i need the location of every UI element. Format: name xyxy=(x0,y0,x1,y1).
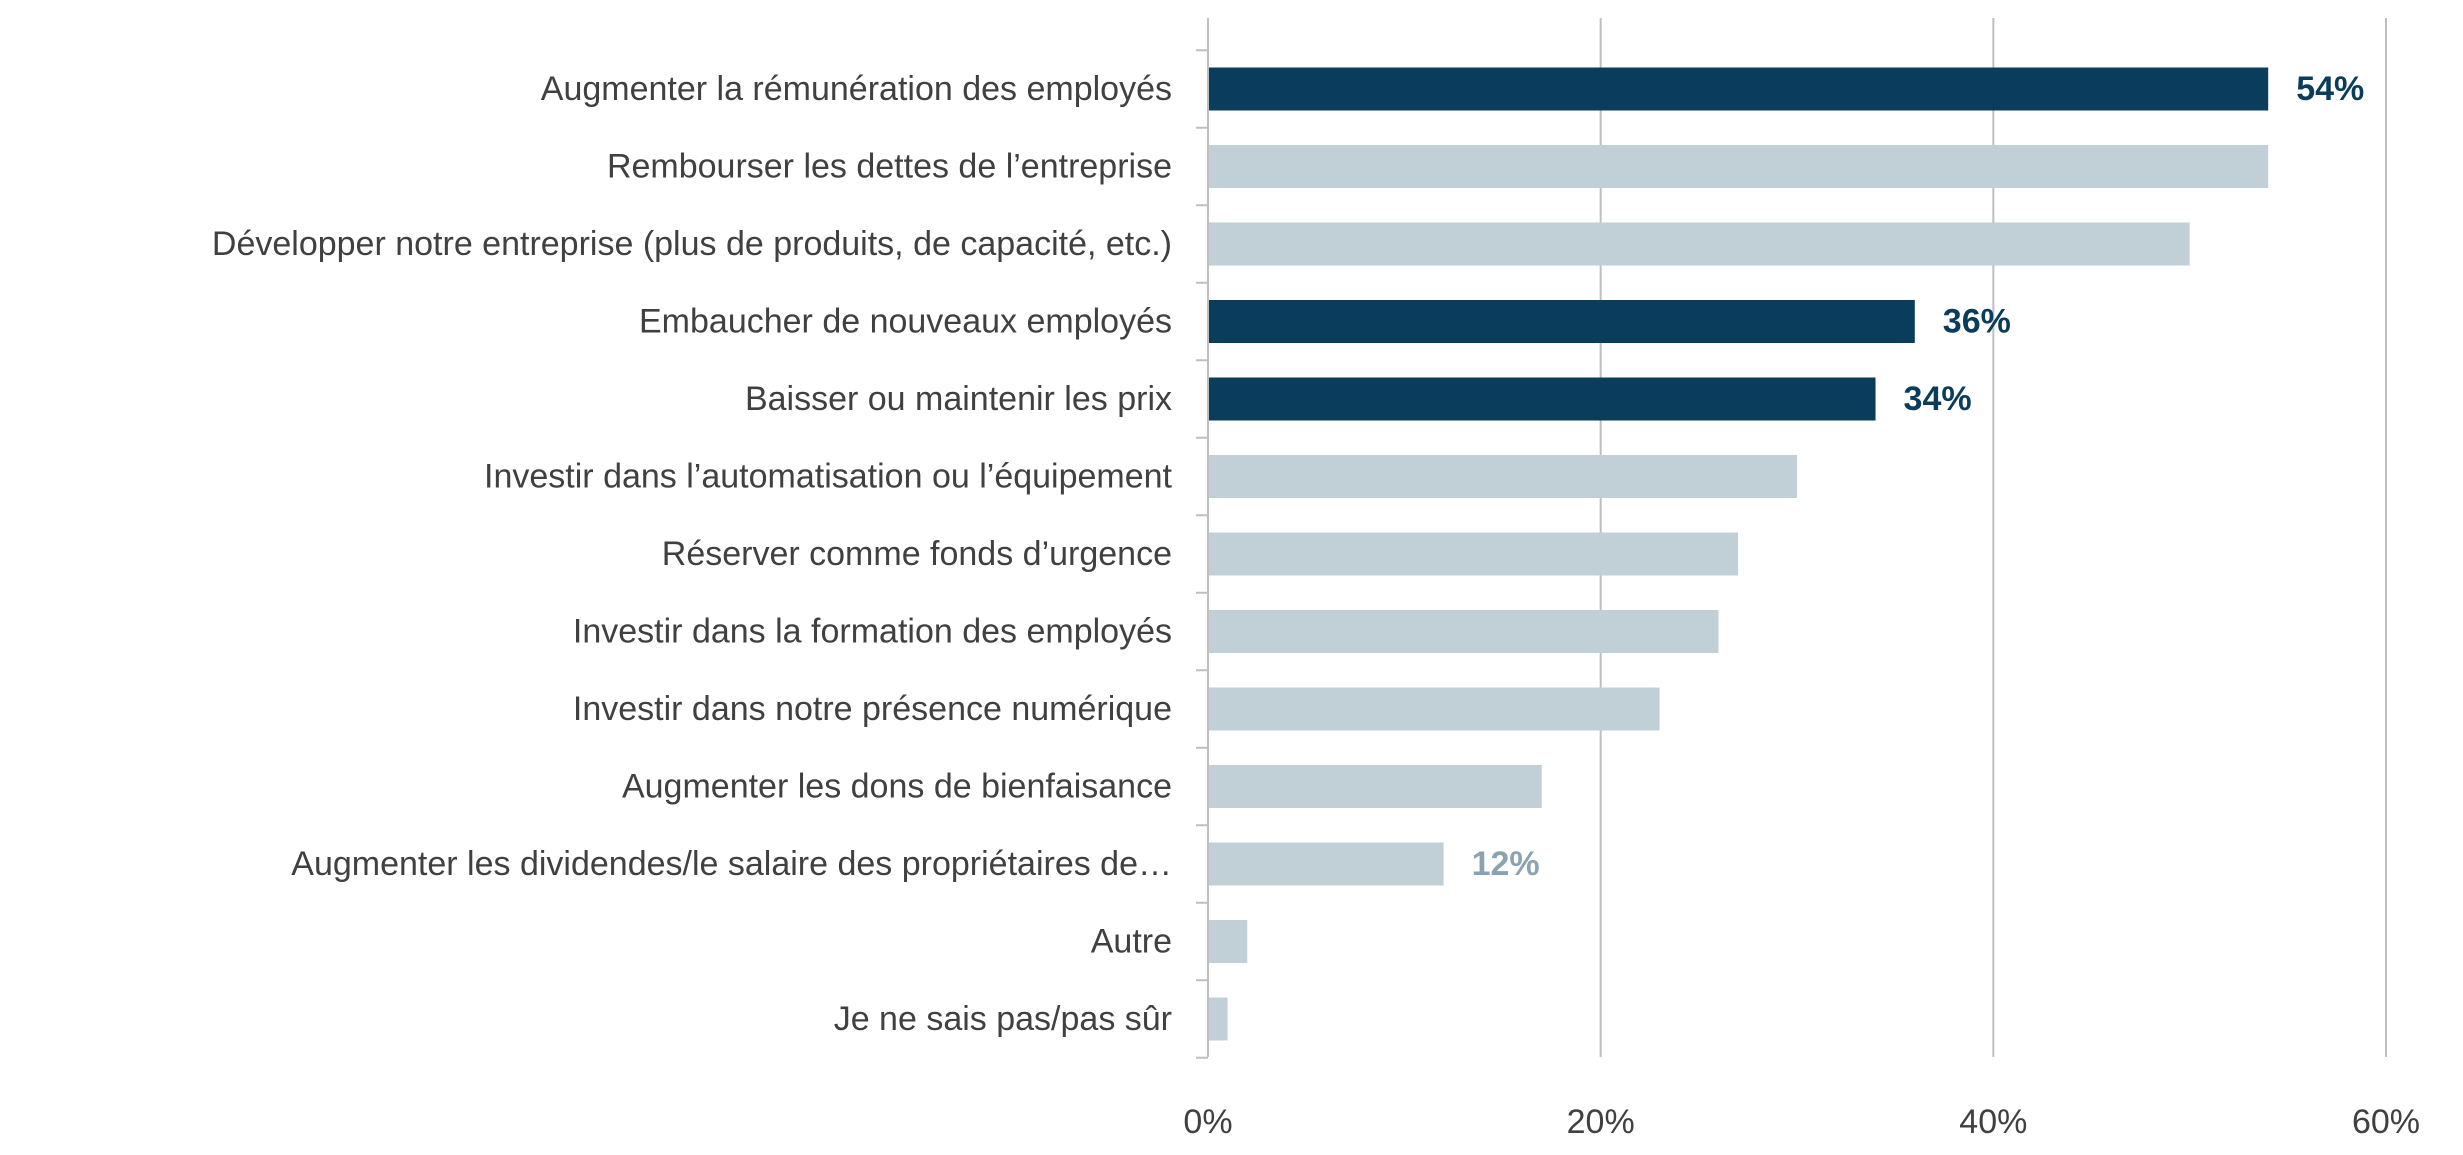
category-label-10: Augmenter les dons de bienfaisance xyxy=(622,768,1172,806)
x-tick-label-60: 60% xyxy=(2352,1103,2420,1141)
bar-9 xyxy=(1208,687,1660,731)
data-label-4: 36% xyxy=(1943,303,2011,341)
category-label-5: Baisser ou maintenir les prix xyxy=(745,380,1172,418)
bar-5 xyxy=(1208,377,1876,421)
bar-8 xyxy=(1208,610,1719,653)
data-label-5: 34% xyxy=(1904,380,1972,418)
bar-13 xyxy=(1208,997,1228,1041)
x-tick-label-40: 40% xyxy=(1959,1103,2027,1141)
category-axis xyxy=(1196,18,1209,1059)
category-label-6: Investir dans l’automatisation ou l’équi… xyxy=(484,458,1173,496)
category-label-7: Réserver comme fonds d’urgence xyxy=(662,535,1172,573)
data-labels: 54% 36% 34% 12% xyxy=(1472,70,2365,883)
x-tick-label-0: 0% xyxy=(1183,1103,1232,1141)
category-label-12: Autre xyxy=(1091,923,1172,961)
data-label-1: 54% xyxy=(2296,70,2364,108)
category-label-2: Rembourser les dettes de l’entreprise xyxy=(607,148,1172,186)
category-label-13: Je ne sais pas/pas sûr xyxy=(834,1000,1172,1038)
bar-11 xyxy=(1208,842,1444,886)
category-label-1: Augmenter la rémunération des employés xyxy=(541,70,1172,108)
bars xyxy=(1208,67,2269,1041)
category-label-9: Investir dans notre présence numérique xyxy=(573,690,1172,728)
bar-2 xyxy=(1208,145,2269,188)
category-label-11: Augmenter les dividendes/le salaire des … xyxy=(291,845,1172,883)
bar-10 xyxy=(1208,765,1542,808)
bar-7 xyxy=(1208,532,1739,576)
bar-4 xyxy=(1208,300,1915,343)
bar-3 xyxy=(1208,222,2190,266)
bar-1 xyxy=(1208,67,2269,111)
bar-6 xyxy=(1208,455,1797,498)
bar-12 xyxy=(1208,920,1248,963)
data-label-11: 12% xyxy=(1472,845,1540,883)
category-labels: Augmenter la rémunération des employés Re… xyxy=(212,70,1173,1038)
x-axis-tick-labels: 0% 20% 40% 60% xyxy=(1183,1103,2420,1141)
category-label-3: Développer notre entreprise (plus de pro… xyxy=(212,225,1172,263)
x-tick-label-20: 20% xyxy=(1567,1103,1635,1141)
category-label-8: Investir dans la formation des employés xyxy=(573,613,1172,651)
category-label-4: Embaucher de nouveaux employés xyxy=(639,303,1172,341)
